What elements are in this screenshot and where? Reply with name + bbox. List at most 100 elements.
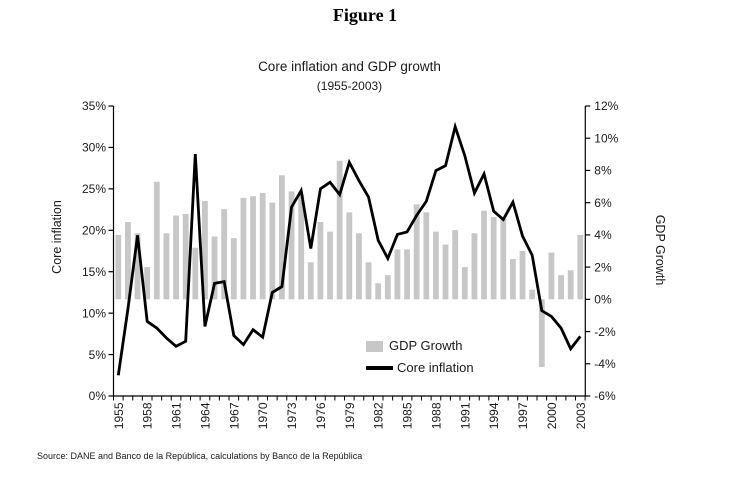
right-tick-label: -4% [594, 357, 616, 371]
gdp-bar-1958 [144, 267, 151, 300]
x-tick-label: 1958 [141, 402, 155, 429]
gdp-bar-1972 [279, 175, 285, 300]
x-tick-label: 1973 [285, 402, 299, 429]
left-tick-label: 35% [82, 99, 106, 113]
gdp-bar-1999 [538, 299, 545, 367]
gdp-bar-1975 [307, 262, 314, 300]
x-tick-label: 1970 [256, 402, 270, 429]
gdp-bar-1957 [134, 233, 141, 300]
gdp-bar-1997 [519, 251, 526, 300]
core-inflation-line-swatch [366, 366, 393, 370]
gdp-bar-2002 [567, 270, 574, 300]
gdp-bar-1984 [394, 249, 401, 300]
gdp-bar-1969 [250, 196, 256, 300]
gdp-bar-1964 [202, 201, 208, 300]
x-tick-label: 1979 [343, 402, 357, 429]
gdp-bar-2001 [558, 275, 564, 300]
gdp-bar-1963 [192, 247, 199, 300]
gdp-bar-2000 [548, 252, 555, 300]
gdp-bar-1966 [221, 209, 228, 300]
left-tick-label: 5% [89, 348, 107, 362]
chart-title: Core inflation and GDP growth [258, 59, 441, 74]
gdp-bar-1983 [384, 275, 391, 300]
legend-label-core-inflation: Core inflation [397, 360, 474, 375]
x-tick-label: 1997 [516, 402, 530, 429]
x-tick-label: 1955 [112, 402, 126, 429]
chart-subtitle: (1955-2003) [316, 79, 383, 93]
gdp-bar-1981 [365, 262, 372, 300]
right-tick-label: 2% [594, 260, 612, 274]
gdp-bar-1962 [182, 213, 189, 300]
gdp-bar-1994 [490, 217, 497, 300]
gdp-bar-1979 [346, 212, 353, 300]
gdp-bar-1982 [375, 283, 382, 300]
legend-item-core-inflation: Core inflation [366, 361, 474, 375]
gdp-bar-1959 [153, 181, 160, 300]
core-inflation-line [116, 121, 582, 376]
x-tick-label: 1985 [401, 402, 415, 429]
chart-legend: GDP Growth Core inflation [366, 339, 474, 383]
gdp-bar-1955 [115, 234, 122, 300]
x-axis-ticks [113, 396, 586, 401]
gdp-bar-1990 [452, 230, 459, 300]
x-tick-label: 1988 [429, 402, 443, 429]
gdp-bar-2003 [577, 234, 584, 300]
gdp-bar-1977 [327, 231, 333, 300]
left-tick-label: 25% [82, 182, 106, 196]
left-tick-label: 30% [82, 141, 106, 155]
left-tick-label: 20% [82, 223, 106, 237]
gdp-bar-1992 [471, 233, 478, 300]
gdp-bar-1998 [529, 289, 536, 300]
gdp-bar-1988 [433, 231, 439, 300]
right-tick-label: -2% [594, 325, 616, 339]
right-axis-ticks: -6% -4% -2% 0% 2% 4% 6% 8% 10% 12% [585, 99, 619, 403]
gdp-bar-1995 [500, 218, 507, 300]
gdp-bar-1993 [481, 210, 487, 300]
gdp-bar-1973 [288, 191, 295, 300]
gdp-bar-1968 [240, 197, 247, 300]
x-tick-label: 1991 [458, 402, 472, 429]
gdp-bar-1976 [317, 222, 324, 300]
gdp-growth-bar-swatch [366, 340, 383, 352]
x-tick-label: 1994 [487, 402, 501, 429]
x-tick-label: 1961 [170, 402, 184, 429]
right-tick-label: -6% [594, 389, 616, 403]
x-tick-label: 1976 [314, 402, 328, 429]
right-tick-label: 8% [594, 164, 612, 178]
axes [112, 106, 586, 397]
gdp-bar-1986 [413, 204, 420, 300]
left-axis-ticks: 0% 5% 10% 15% 20% 25% 30% 35% [82, 99, 114, 403]
right-tick-label: 6% [594, 196, 612, 210]
gdp-bar-1970 [259, 193, 266, 300]
x-tick-label: 2003 [574, 402, 588, 429]
x-tick-label: 1967 [227, 402, 241, 429]
right-tick-label: 10% [594, 131, 618, 145]
gdp-bar-1980 [356, 233, 362, 300]
gdp-bar-1956 [125, 222, 131, 300]
right-tick-label: 4% [594, 228, 612, 242]
gdp-bar-1987 [423, 212, 430, 300]
legend-label-gdp-growth: GDP Growth [389, 338, 463, 353]
gdp-bar-1960 [163, 233, 170, 300]
gdp-bar-1965 [211, 236, 218, 300]
gdp-bar-1996 [510, 259, 516, 300]
gdp-bar-1961 [173, 215, 179, 300]
legend-item-gdp-growth: GDP Growth [366, 339, 474, 353]
x-tick-label: 1964 [198, 402, 212, 429]
left-tick-label: 10% [82, 306, 106, 320]
right-tick-label: 0% [594, 293, 612, 307]
right-tick-label: 12% [594, 99, 618, 113]
gdp-bar-1989 [442, 244, 449, 300]
x-tick-label: 1982 [372, 402, 386, 429]
x-tick-label: 2000 [545, 402, 559, 429]
gdp-bar-1974 [298, 194, 305, 300]
figure-label: Figure 1 [332, 5, 398, 25]
gdp-bar-1967 [230, 238, 237, 300]
x-axis-labels: 1955 1958 1961 1964 1967 1970 1973 1976 1979 1982… [112, 402, 588, 429]
left-tick-label: 15% [82, 265, 106, 279]
gdp-bar-1985 [404, 249, 410, 300]
gdp-bar-1978 [336, 160, 343, 300]
left-tick-label: 0% [89, 389, 107, 403]
